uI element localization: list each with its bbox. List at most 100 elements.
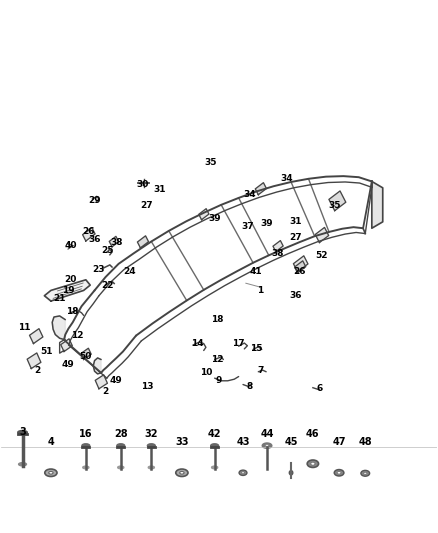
Text: 43: 43	[236, 437, 250, 447]
Text: 50: 50	[80, 352, 92, 361]
Text: 2: 2	[102, 387, 109, 396]
Text: 47: 47	[332, 437, 346, 447]
Text: 12: 12	[71, 331, 83, 340]
Polygon shape	[329, 191, 346, 211]
Text: 45: 45	[284, 437, 298, 447]
Text: 23: 23	[93, 265, 105, 273]
Text: 42: 42	[208, 429, 221, 439]
Polygon shape	[255, 183, 266, 195]
Text: 35: 35	[204, 158, 216, 167]
Ellipse shape	[361, 471, 370, 476]
Text: 4: 4	[48, 437, 54, 447]
Text: 20: 20	[64, 275, 77, 284]
Text: 9: 9	[216, 376, 222, 385]
Text: 36: 36	[88, 236, 101, 245]
Text: 39: 39	[261, 220, 273, 229]
Polygon shape	[372, 181, 383, 228]
Text: 44: 44	[260, 429, 274, 439]
Text: 6: 6	[316, 384, 322, 393]
Ellipse shape	[265, 445, 269, 447]
Text: 15: 15	[250, 344, 262, 353]
Text: 22: 22	[102, 280, 114, 289]
Text: 36: 36	[289, 291, 302, 300]
Text: 34: 34	[280, 174, 293, 183]
Text: 49: 49	[110, 376, 123, 385]
Ellipse shape	[118, 466, 124, 469]
Text: 26: 26	[82, 228, 94, 237]
Ellipse shape	[148, 466, 154, 469]
Ellipse shape	[83, 466, 89, 469]
Ellipse shape	[176, 469, 188, 477]
Text: 49: 49	[62, 360, 75, 369]
Text: 24: 24	[123, 268, 136, 276]
Text: 1: 1	[258, 286, 264, 295]
Text: 13: 13	[141, 382, 153, 391]
Text: 35: 35	[328, 201, 341, 210]
Text: 27: 27	[289, 233, 302, 242]
Text: 25: 25	[102, 246, 114, 255]
Ellipse shape	[211, 444, 219, 448]
Text: 26: 26	[293, 268, 306, 276]
Ellipse shape	[148, 444, 155, 448]
Text: 38: 38	[272, 249, 284, 258]
Text: 31: 31	[154, 185, 166, 194]
Text: 3: 3	[19, 426, 26, 437]
Text: 34: 34	[243, 190, 256, 199]
Polygon shape	[61, 339, 72, 352]
Ellipse shape	[239, 470, 247, 475]
Text: 19: 19	[62, 286, 75, 295]
Polygon shape	[95, 375, 107, 389]
Polygon shape	[44, 280, 90, 301]
Ellipse shape	[334, 470, 344, 476]
Text: 28: 28	[114, 429, 127, 439]
Polygon shape	[27, 353, 41, 368]
Text: 40: 40	[64, 241, 77, 250]
Text: 33: 33	[175, 437, 189, 447]
Text: 16: 16	[79, 429, 92, 439]
Text: 29: 29	[88, 196, 101, 205]
Ellipse shape	[311, 462, 315, 465]
Polygon shape	[315, 228, 328, 243]
Ellipse shape	[307, 460, 318, 467]
Text: 27: 27	[141, 201, 153, 210]
Text: 46: 46	[306, 429, 320, 439]
Text: 18: 18	[67, 307, 79, 316]
Ellipse shape	[337, 471, 341, 474]
Polygon shape	[81, 348, 91, 360]
Ellipse shape	[18, 463, 26, 466]
Text: 37: 37	[241, 222, 254, 231]
Polygon shape	[295, 261, 306, 273]
Text: 52: 52	[315, 252, 328, 260]
Ellipse shape	[289, 471, 293, 475]
Text: 31: 31	[289, 217, 302, 226]
Text: 8: 8	[247, 382, 253, 391]
Text: 30: 30	[136, 180, 149, 189]
Text: 38: 38	[110, 238, 123, 247]
Text: 21: 21	[53, 294, 66, 303]
Ellipse shape	[364, 472, 367, 474]
Text: 2: 2	[35, 366, 41, 375]
Text: 12: 12	[211, 355, 223, 364]
Polygon shape	[93, 358, 101, 374]
Polygon shape	[52, 316, 65, 340]
Polygon shape	[83, 228, 95, 241]
Ellipse shape	[241, 472, 244, 474]
Text: 18: 18	[211, 315, 223, 324]
Polygon shape	[273, 240, 283, 252]
Ellipse shape	[49, 471, 53, 474]
Text: 7: 7	[257, 366, 264, 375]
Polygon shape	[29, 329, 43, 344]
Text: 10: 10	[200, 368, 212, 377]
Text: 48: 48	[358, 437, 372, 447]
Ellipse shape	[18, 431, 27, 434]
Polygon shape	[138, 236, 148, 248]
Text: 11: 11	[18, 323, 31, 332]
Polygon shape	[199, 209, 209, 220]
Text: 41: 41	[250, 268, 262, 276]
Ellipse shape	[45, 469, 57, 477]
Text: 17: 17	[232, 339, 245, 348]
Text: 32: 32	[145, 429, 158, 439]
Ellipse shape	[262, 443, 272, 448]
Text: 51: 51	[40, 347, 53, 356]
Ellipse shape	[117, 444, 125, 448]
